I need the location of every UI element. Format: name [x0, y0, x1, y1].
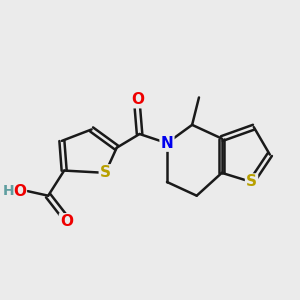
Text: O: O: [60, 214, 73, 229]
Text: S: S: [246, 175, 257, 190]
Text: O: O: [131, 92, 144, 107]
Text: N: N: [160, 136, 173, 151]
Text: S: S: [100, 165, 111, 180]
Text: H: H: [3, 184, 14, 198]
Text: O: O: [13, 184, 26, 199]
